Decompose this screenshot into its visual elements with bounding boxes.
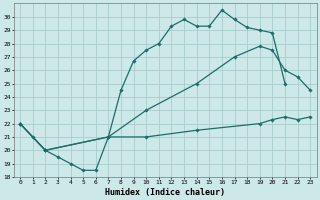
X-axis label: Humidex (Indice chaleur): Humidex (Indice chaleur) <box>105 188 225 197</box>
